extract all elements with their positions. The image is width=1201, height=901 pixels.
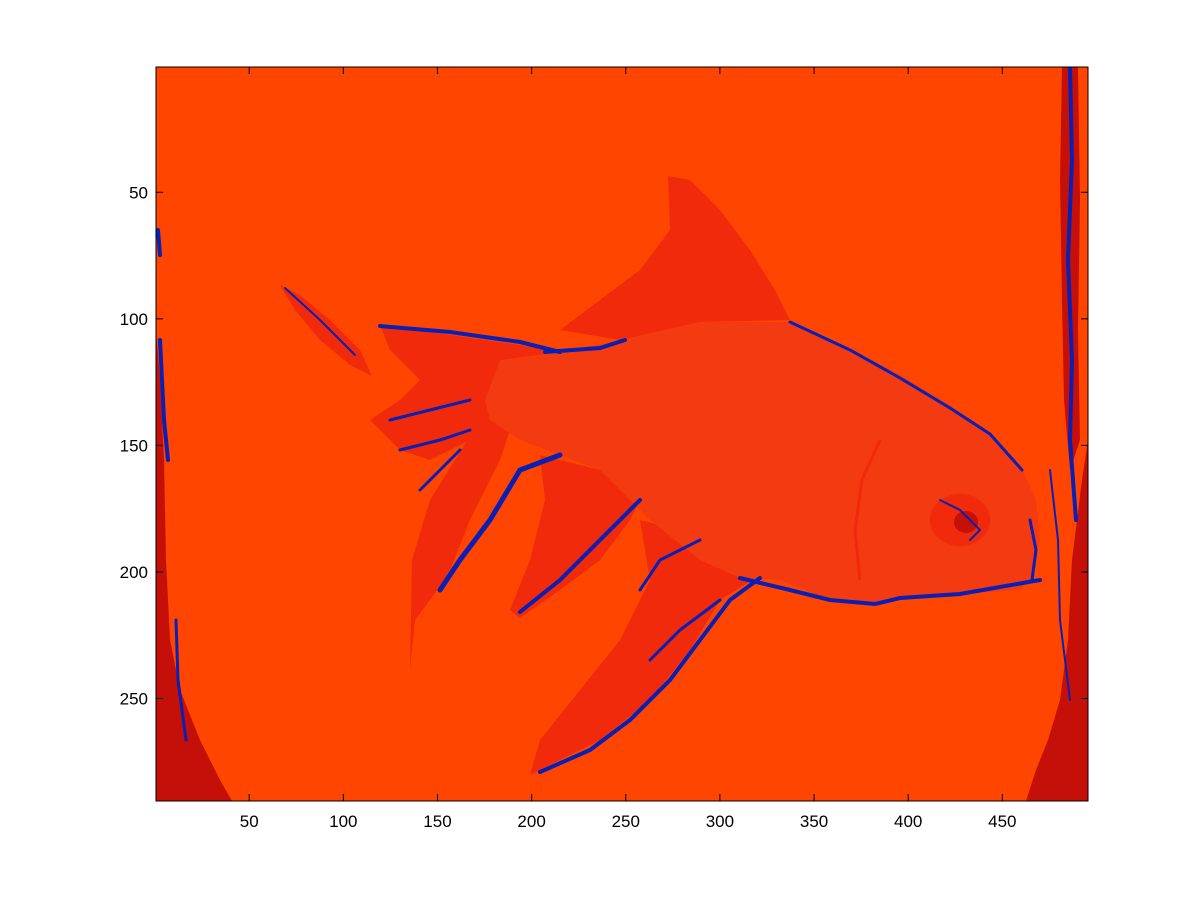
- fish-gill-line: [853, 439, 882, 581]
- left-edge-dark-region: [156, 330, 232, 801]
- fish: [280, 176, 1040, 775]
- fish-dorsal-fin: [560, 176, 790, 340]
- x-tick-label: 300: [706, 812, 734, 831]
- x-tick-label: 100: [329, 812, 357, 831]
- y-tick-label: 50: [129, 183, 148, 202]
- fish-body: [485, 322, 1040, 605]
- fish-tail-lower: [410, 400, 520, 670]
- fish-pupil: [954, 511, 978, 533]
- axes: 50 100 150 200 250 300 350 400 450 50 100 150 200 25…: [120, 66, 1089, 831]
- tick-marks: [156, 67, 1088, 801]
- y-tick-label: 100: [120, 310, 148, 329]
- x-tick-label: 350: [800, 812, 828, 831]
- x-tick-label: 50: [240, 812, 259, 831]
- image-area: [156, 67, 1088, 801]
- y-tick-labels: 50 100 150 200 250: [120, 183, 148, 708]
- x-tick-labels: 50 100 150 200 250 300 350 400 450: [240, 812, 1017, 831]
- x-tick-label: 150: [423, 812, 451, 831]
- right-edge-dark-region: [1026, 440, 1088, 801]
- x-tick-label: 250: [612, 812, 640, 831]
- y-tick-label: 200: [120, 563, 148, 582]
- edge-lines: [156, 67, 1078, 774]
- x-tick-label: 400: [894, 812, 922, 831]
- x-tick-label: 200: [517, 812, 545, 831]
- y-tick-label: 150: [120, 436, 148, 455]
- fish-anal-fin: [530, 520, 760, 775]
- fish-pelvic-fin: [510, 455, 640, 618]
- axes-frame: [155, 66, 1089, 802]
- y-tick-label: 250: [120, 689, 148, 708]
- x-tick-label: 450: [988, 812, 1016, 831]
- fish-thin-tail-filament: [280, 285, 372, 376]
